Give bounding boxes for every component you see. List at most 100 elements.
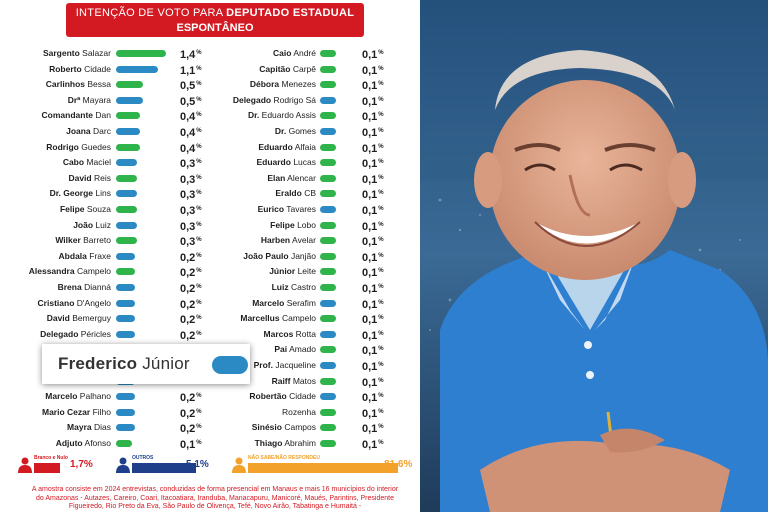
vote-percent: 0,3% bbox=[180, 173, 202, 186]
vote-percent: 0,3% bbox=[180, 220, 202, 233]
vote-bar bbox=[320, 268, 336, 276]
vote-bar bbox=[116, 81, 143, 89]
vote-bar bbox=[320, 159, 336, 167]
candidate-row: Comandante Dan bbox=[0, 108, 111, 122]
candidate-row: Roberto Cidade bbox=[0, 62, 111, 76]
summary-label: NÃO SABE/NÃO RESPONDEU bbox=[248, 455, 320, 461]
poll-title-banner: INTENÇÃO DE VOTO PARA DEPUTADO ESTADUAL … bbox=[66, 3, 364, 37]
candidate-name: Pai Amado bbox=[274, 344, 316, 355]
candidate-name: Cabo Maciel bbox=[62, 157, 111, 168]
candidate-name: Felipe Lobo bbox=[270, 219, 316, 230]
vote-bar bbox=[116, 393, 135, 401]
vote-percent: 0,1% bbox=[362, 267, 384, 280]
vote-bar bbox=[320, 315, 336, 323]
vote-bar bbox=[320, 440, 336, 447]
candidate-name: Felipe Souza bbox=[59, 204, 111, 214]
title-emphasis: DEPUTADO ESTADUAL bbox=[226, 7, 355, 19]
candidate-row: Eraldo CB bbox=[0, 186, 316, 200]
vote-bar bbox=[320, 190, 336, 198]
candidate-name: Rodrigo Guedes bbox=[46, 141, 111, 152]
candidate-row: Caio André bbox=[0, 46, 316, 60]
candidate-row: Dr. George Lins bbox=[0, 186, 111, 200]
vote-percent: 0,1% bbox=[362, 345, 384, 358]
candidate-row: Brena Dianná bbox=[0, 280, 111, 294]
candidate-row: Delegado Péricles bbox=[0, 327, 111, 341]
candidate-name: Brena Dianná bbox=[57, 282, 111, 292]
candidate-name: Dr. George Lins bbox=[49, 188, 111, 199]
title-subtitle: ESPONTÂNEO bbox=[176, 22, 254, 34]
person-icon bbox=[18, 457, 32, 473]
candidate-name: Prof. Jacqueline bbox=[253, 360, 316, 370]
candidate-name: Mario Cezar Filho bbox=[42, 406, 111, 417]
candidate-row: Felipe Souza bbox=[0, 202, 111, 216]
summary-percent: 5,1% bbox=[186, 459, 209, 470]
vote-bar bbox=[320, 424, 336, 432]
candidate-name: Elan Alencar bbox=[267, 172, 316, 183]
candidate-name: Eduardo Lucas bbox=[256, 157, 316, 168]
candidate-row: Júnior Leite bbox=[0, 264, 316, 278]
vote-bar bbox=[116, 440, 132, 447]
candidate-name: Dr. Gomes bbox=[274, 126, 316, 136]
candidate-row: Marcellus Campelo bbox=[0, 311, 316, 325]
candidate-row: Joana Darc bbox=[0, 124, 111, 138]
vote-bar bbox=[320, 65, 336, 73]
vote-bar bbox=[320, 128, 336, 135]
candidate-name: Abdala Fraxe bbox=[58, 250, 111, 261]
vote-percent: 0,1% bbox=[362, 142, 384, 155]
vote-percent: 0,5% bbox=[180, 80, 202, 93]
candidate-name: João Paulo Janjão bbox=[243, 250, 316, 261]
vote-bar bbox=[116, 424, 135, 432]
vote-percent: 0,2% bbox=[180, 407, 202, 420]
candidate-row: Rodrigo Guedes bbox=[0, 140, 111, 154]
vote-percent: 0,1% bbox=[180, 439, 202, 451]
candidate-name: Marcelo Palhano bbox=[45, 391, 111, 402]
vote-percent: 0,2% bbox=[180, 392, 202, 405]
vote-percent: 0,3% bbox=[180, 189, 202, 202]
candidate-row: David Bemerguy bbox=[0, 311, 111, 325]
candidate-row: Sinésio Campos bbox=[0, 420, 316, 434]
candidate-name: Carlinhos Bessa bbox=[45, 79, 111, 90]
candidate-row: Delegado Rodrigo Sá bbox=[0, 93, 316, 107]
summary-item: NÃO SABE/NÃO RESPONDEU 81,6% bbox=[232, 455, 420, 479]
vote-bar bbox=[320, 96, 336, 104]
vote-bar bbox=[320, 330, 336, 338]
candidate-row: Dr. Gomes bbox=[0, 124, 316, 138]
candidate-row: Wilker Barreto bbox=[0, 233, 111, 247]
candidate-name: Marcellus Campelo bbox=[240, 313, 316, 324]
candidate-name: Drª Mayara bbox=[67, 94, 111, 105]
vote-percent: 0,4% bbox=[180, 142, 202, 155]
summary-bar bbox=[34, 463, 60, 473]
candidate-row: Débora Menezes bbox=[0, 77, 316, 91]
candidate-row: Rozenha bbox=[0, 405, 316, 419]
candidate-name: Eduardo Alfaia bbox=[258, 141, 316, 152]
candidate-row: Abdala Fraxe bbox=[0, 249, 111, 263]
candidate-name: Joana Darc bbox=[66, 126, 111, 136]
vote-percent: 0,1% bbox=[362, 376, 384, 389]
vote-bar bbox=[320, 377, 336, 385]
candidate-name: Eraldo CB bbox=[275, 188, 316, 199]
vote-bar bbox=[320, 299, 336, 307]
vote-percent: 0,1% bbox=[362, 236, 384, 249]
vote-percent: 0,1% bbox=[362, 298, 384, 311]
vote-bar bbox=[116, 237, 138, 245]
candidate-row: Adjuto Afonso bbox=[0, 436, 111, 450]
candidate-row: Capitão Carpê bbox=[0, 62, 316, 76]
vote-percent: 0,1% bbox=[362, 439, 384, 451]
summary-bar bbox=[248, 463, 398, 473]
candidate-row: Thiago Abrahim bbox=[0, 436, 316, 450]
candidate-name: Luiz Castro bbox=[271, 282, 316, 292]
title-prefix: INTENÇÃO DE VOTO PARA bbox=[75, 7, 223, 19]
vote-percent: 0,2% bbox=[180, 267, 202, 280]
candidate-row: Dr. Eduardo Assis bbox=[0, 108, 316, 122]
candidate-row: Robertão Cidade bbox=[0, 389, 316, 403]
candidate-name: Marcelo Serafim bbox=[252, 297, 316, 308]
candidate-name: Delegado Rodrigo Sá bbox=[232, 94, 316, 105]
candidate-name: Sinésio Campos bbox=[251, 422, 316, 433]
vote-bar bbox=[116, 284, 135, 291]
vote-percent: 0,3% bbox=[180, 205, 202, 217]
vote-bar bbox=[116, 96, 143, 104]
vote-bar bbox=[320, 174, 336, 182]
vote-percent: 0,4% bbox=[180, 111, 202, 124]
vote-percent: 0,1% bbox=[362, 329, 384, 342]
vote-percent: 0,1% bbox=[362, 283, 384, 295]
